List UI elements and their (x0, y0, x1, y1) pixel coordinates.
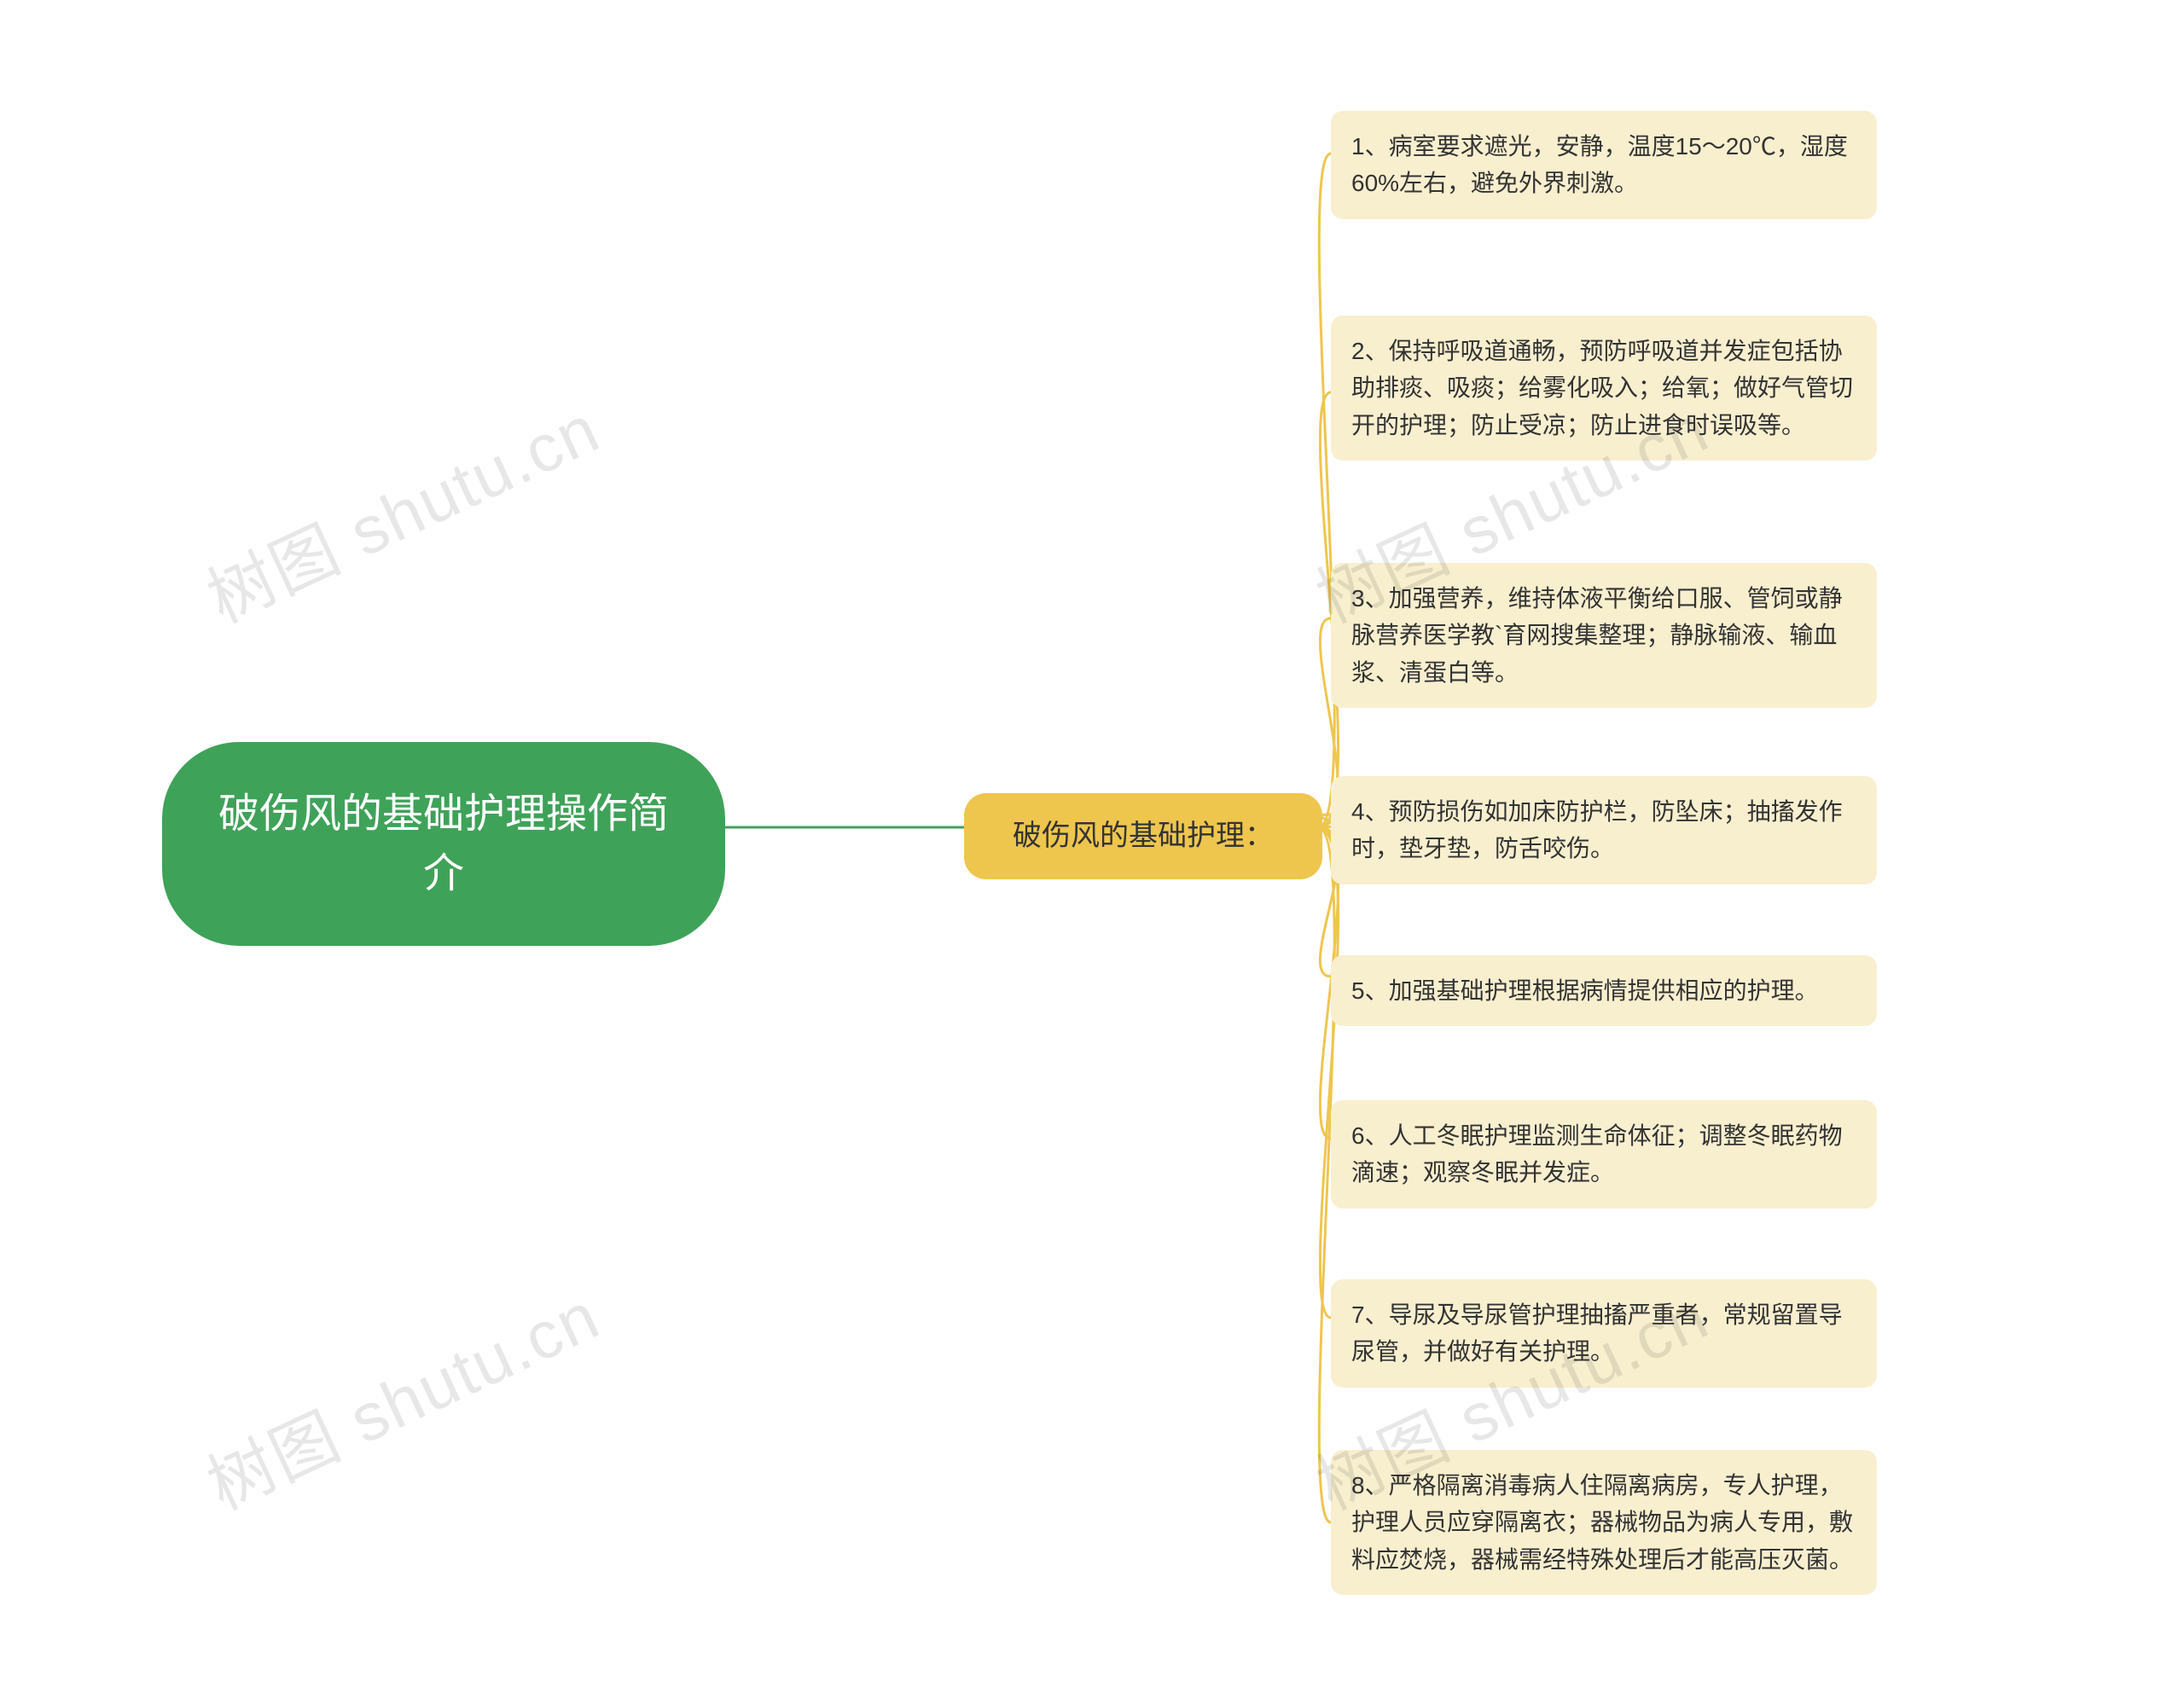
leaf-node-4[interactable]: 4、预防损伤如加床防护栏，防坠床；抽搐发作时，垫牙垫，防舌咬伤。 (1331, 776, 1877, 884)
leaf-node-6[interactable]: 6、人工冬眠护理监测生命体征；调整冬眠药物滴速；观察冬眠并发症。 (1331, 1100, 1877, 1209)
leaf-node-1[interactable]: 1、病室要求遮光，安静，温度15～20℃，湿度60%左右，避免外界刺激。 (1331, 111, 1877, 219)
mindmap-canvas: 破伤风的基础护理操作简介 破伤风的基础护理： 1、病室要求遮光，安静，温度15～… (0, 0, 2184, 1687)
root-node[interactable]: 破伤风的基础护理操作简介 (162, 742, 725, 946)
mid-node[interactable]: 破伤风的基础护理： (964, 793, 1322, 879)
leaf-node-5[interactable]: 5、加强基础护理根据病情提供相应的护理。 (1331, 955, 1877, 1026)
